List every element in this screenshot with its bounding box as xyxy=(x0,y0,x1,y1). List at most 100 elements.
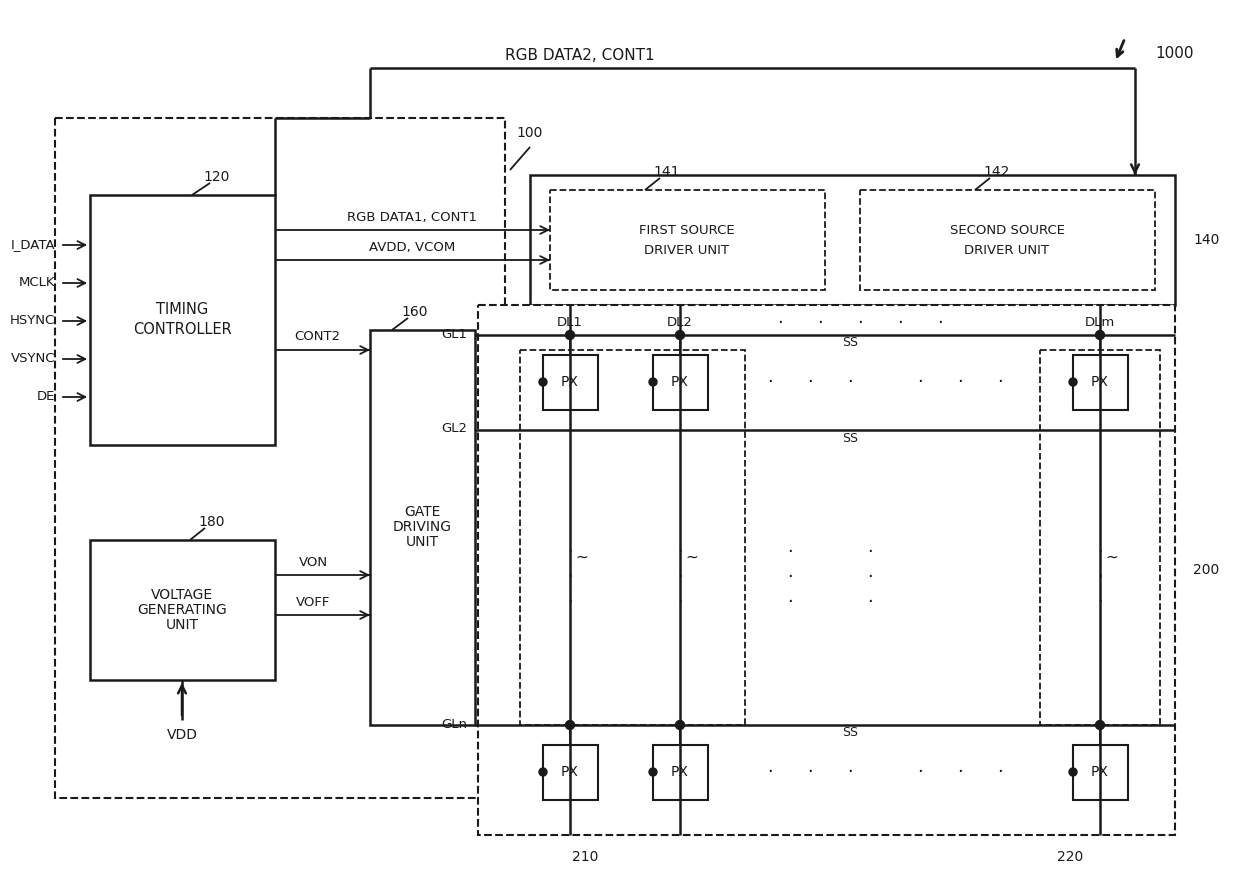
Text: 160: 160 xyxy=(402,305,428,319)
Text: DL2: DL2 xyxy=(667,316,693,329)
Text: PX: PX xyxy=(1091,765,1109,779)
Text: CONTROLLER: CONTROLLER xyxy=(133,322,232,337)
Circle shape xyxy=(649,768,657,776)
Bar xyxy=(543,745,598,800)
Text: DL1: DL1 xyxy=(557,316,583,329)
Circle shape xyxy=(676,720,684,729)
Text: ·: · xyxy=(867,593,873,611)
Bar xyxy=(1073,355,1128,410)
Bar xyxy=(551,190,825,290)
Text: ·: · xyxy=(867,568,873,586)
Text: ·: · xyxy=(1097,568,1102,586)
Circle shape xyxy=(1069,378,1078,386)
Text: DRIVER UNIT: DRIVER UNIT xyxy=(645,243,729,256)
Text: 200: 200 xyxy=(1193,563,1219,577)
Text: ·: · xyxy=(768,373,773,391)
Text: ·: · xyxy=(847,373,853,391)
Text: ·: · xyxy=(1097,593,1102,611)
Text: DRIVER UNIT: DRIVER UNIT xyxy=(965,243,1049,256)
Circle shape xyxy=(1095,330,1105,340)
Text: ~: ~ xyxy=(686,549,698,565)
Text: ·: · xyxy=(817,314,823,332)
Text: ·: · xyxy=(787,593,792,611)
Text: ·: · xyxy=(847,763,853,781)
Text: RGB DATA1, CONT1: RGB DATA1, CONT1 xyxy=(347,210,477,223)
Text: AVDD, VCOM: AVDD, VCOM xyxy=(368,241,455,254)
Bar xyxy=(477,305,1176,835)
Text: PX: PX xyxy=(671,375,689,389)
Text: DRIVING: DRIVING xyxy=(393,520,451,534)
Text: ·: · xyxy=(567,593,573,611)
Bar xyxy=(91,195,275,445)
Text: ·: · xyxy=(567,543,573,561)
Text: ·: · xyxy=(957,373,963,391)
Text: ·: · xyxy=(787,543,792,561)
Bar xyxy=(653,355,708,410)
Text: ·: · xyxy=(997,373,1003,391)
Text: 120: 120 xyxy=(203,170,231,184)
Text: TIMING: TIMING xyxy=(156,302,208,317)
Text: GATE: GATE xyxy=(404,505,440,519)
Text: MCLK: MCLK xyxy=(19,276,55,289)
Text: RGB DATA2, CONT1: RGB DATA2, CONT1 xyxy=(505,48,655,63)
Text: PX: PX xyxy=(1091,375,1109,389)
Text: VON: VON xyxy=(299,556,327,569)
Circle shape xyxy=(565,330,574,340)
Text: PX: PX xyxy=(560,375,579,389)
Text: ·: · xyxy=(897,314,903,332)
Bar xyxy=(55,118,505,798)
Text: ·: · xyxy=(677,543,683,561)
Text: SECOND SOURCE: SECOND SOURCE xyxy=(950,223,1064,236)
Text: VSYNC: VSYNC xyxy=(10,353,55,366)
Circle shape xyxy=(1095,720,1105,729)
Text: ·: · xyxy=(918,763,923,781)
Text: ·: · xyxy=(768,763,773,781)
Text: ·: · xyxy=(787,568,792,586)
Bar xyxy=(543,355,598,410)
Text: I_DATA: I_DATA xyxy=(10,238,55,251)
Circle shape xyxy=(676,330,684,340)
Text: DE: DE xyxy=(37,390,55,403)
Text: UNIT: UNIT xyxy=(405,535,439,549)
Text: SS: SS xyxy=(842,336,858,349)
Text: 141: 141 xyxy=(653,165,681,179)
Text: 140: 140 xyxy=(1193,233,1219,247)
Bar xyxy=(1073,745,1128,800)
Bar xyxy=(1040,350,1159,725)
Text: ·: · xyxy=(677,593,683,611)
Text: CONT2: CONT2 xyxy=(294,330,340,343)
Bar xyxy=(520,350,745,725)
Text: GENERATING: GENERATING xyxy=(138,603,227,617)
Text: 100: 100 xyxy=(517,126,543,140)
Text: UNIT: UNIT xyxy=(165,618,198,632)
Text: 180: 180 xyxy=(198,515,226,529)
Text: SS: SS xyxy=(842,432,858,445)
Text: ~: ~ xyxy=(575,549,588,565)
Circle shape xyxy=(1069,768,1078,776)
Text: ·: · xyxy=(937,314,942,332)
Bar xyxy=(370,330,475,725)
Text: ~: ~ xyxy=(1106,549,1118,565)
Text: ·: · xyxy=(997,763,1003,781)
Text: PX: PX xyxy=(560,765,579,779)
Text: 1000: 1000 xyxy=(1154,45,1193,61)
Circle shape xyxy=(539,378,547,386)
Text: 220: 220 xyxy=(1056,850,1083,864)
Text: GL2: GL2 xyxy=(441,422,467,435)
Text: ·: · xyxy=(918,373,923,391)
Text: ·: · xyxy=(807,373,813,391)
Text: VOLTAGE: VOLTAGE xyxy=(151,588,213,602)
Text: 210: 210 xyxy=(572,850,598,864)
Text: FIRST SOURCE: FIRST SOURCE xyxy=(639,223,735,236)
Text: SS: SS xyxy=(842,726,858,740)
Text: DLm: DLm xyxy=(1085,316,1115,329)
Text: ·: · xyxy=(677,568,683,586)
Circle shape xyxy=(649,378,657,386)
Text: VOFF: VOFF xyxy=(296,596,330,609)
Text: VDD: VDD xyxy=(166,728,197,742)
Circle shape xyxy=(539,768,547,776)
Text: ·: · xyxy=(867,543,873,561)
Text: PX: PX xyxy=(671,765,689,779)
Circle shape xyxy=(565,720,574,729)
Text: HSYNC: HSYNC xyxy=(10,315,55,328)
